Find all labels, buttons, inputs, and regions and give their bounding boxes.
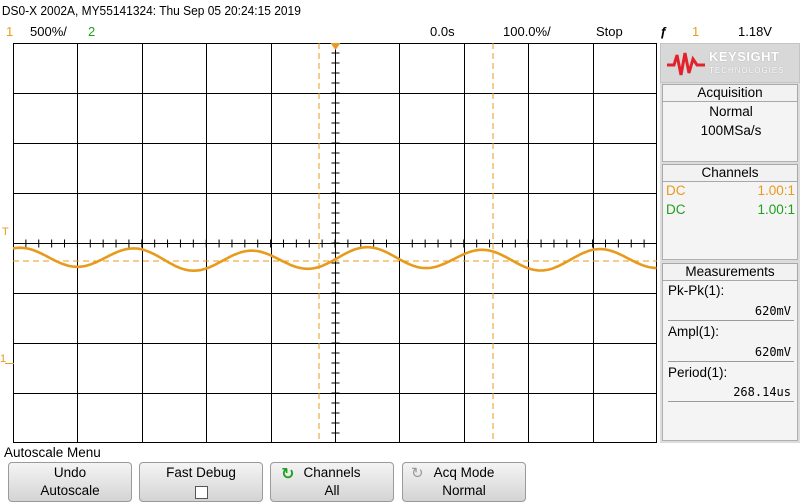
channels-all-button[interactable]: ↻ Channels All [270,462,394,502]
softkey-sublabel: All [324,483,340,498]
rotate-knob-icon: ↻ [281,466,295,483]
measurement-value-ampl: 620mV [754,345,791,359]
channel2-indicator[interactable]: 2 [88,24,96,39]
softkey-sublabel: Autoscale [40,483,100,498]
channel2-ratio: 1.00:1 [757,202,795,217]
acquisition-mode: Normal [709,104,753,119]
measurement-value-period: 268.14us [733,385,791,399]
measurements-section: Pk-Pk(1): 620mV Ampl(1): 620mV Period(1)… [662,281,798,441]
trigger-level-marker[interactable]: T [2,226,9,238]
acquisition-rate: 100MSa/s [700,123,762,138]
undo-autoscale-button[interactable]: Undo Autoscale [8,462,132,502]
time-position[interactable]: 0.0s [430,24,455,39]
channel1-ratio: 1.00:1 [757,183,795,198]
measurements-header: Measurements [662,263,798,281]
measurement-value-pkpk: 620mV [754,304,791,318]
measurement-divider [668,320,794,321]
logo-tagline: TECHNOLOGIES [709,66,785,75]
softkey-label: Channels [303,465,361,480]
measurement-divider [668,401,794,402]
channel1-ground-marker[interactable]: 1 [0,353,7,365]
trigger-level[interactable]: 1.18V [738,24,772,39]
trigger-source[interactable]: 1 [692,24,700,39]
waveform-graticule [13,43,657,443]
channel2-coupling: DC [666,202,686,217]
fast-debug-button[interactable]: Fast Debug [139,462,263,502]
trigger-edge-icon: ƒ [660,24,668,39]
ground-symbol-icon [5,363,14,373]
channel1-indicator[interactable]: 1 [6,24,14,39]
acquisition-section: Normal 100MSa/s [662,102,798,162]
trigger-position-marker[interactable] [330,43,341,50]
side-panel: KEYSIGHT TECHNOLOGIES Acquisition Normal… [660,43,800,443]
measurement-label-period: Period(1): [668,365,728,380]
keysight-logo: KEYSIGHT TECHNOLOGIES [660,43,800,83]
channel1-scale[interactable]: 500%/ [30,24,67,39]
window-title: DS0-X 2002A, MY55141324: Thu Sep 05 20:2… [1,3,301,18]
measurement-label-pkpk: Pk-Pk(1): [668,283,725,298]
time-scale[interactable]: 100.0%/ [503,24,551,39]
fast-debug-checkbox[interactable] [140,483,262,502]
scope-display[interactable]: T 1 [0,43,657,443]
channel1-waveform [13,245,657,272]
softkey-label: Acq Mode [433,465,495,480]
softkey-sublabel: Normal [442,483,486,498]
softkey-label: Fast Debug [166,465,236,480]
graticule-markers [13,43,657,443]
channels-section: DC 1.00:1 DC 1.00:1 [662,182,798,260]
channels-header: Channels [662,164,798,182]
run-state: Stop [596,24,623,39]
softkey-label: Undo [53,465,87,480]
checkbox-icon [194,486,208,499]
measurement-divider [668,361,794,362]
graticule-grid [13,43,657,443]
acquisition-header: Acquisition [662,84,798,102]
menu-title: Autoscale Menu [4,445,101,460]
measurement-label-ampl: Ampl(1): [668,324,720,339]
status-bar: 1 500%/ 2 0.0s 100.0%/ Stop ƒ 1 1.18V [0,22,800,42]
keysight-wave-icon [667,52,705,76]
logo-brand: KEYSIGHT [709,49,780,64]
rotate-knob-icon: ↻ [411,465,424,482]
softkey-menu: Autoscale Menu Undo Autoscale Fast Debug… [0,443,800,503]
channel1-coupling: DC [666,183,686,198]
acq-mode-button[interactable]: ↻ Acq Mode Normal [402,462,526,502]
